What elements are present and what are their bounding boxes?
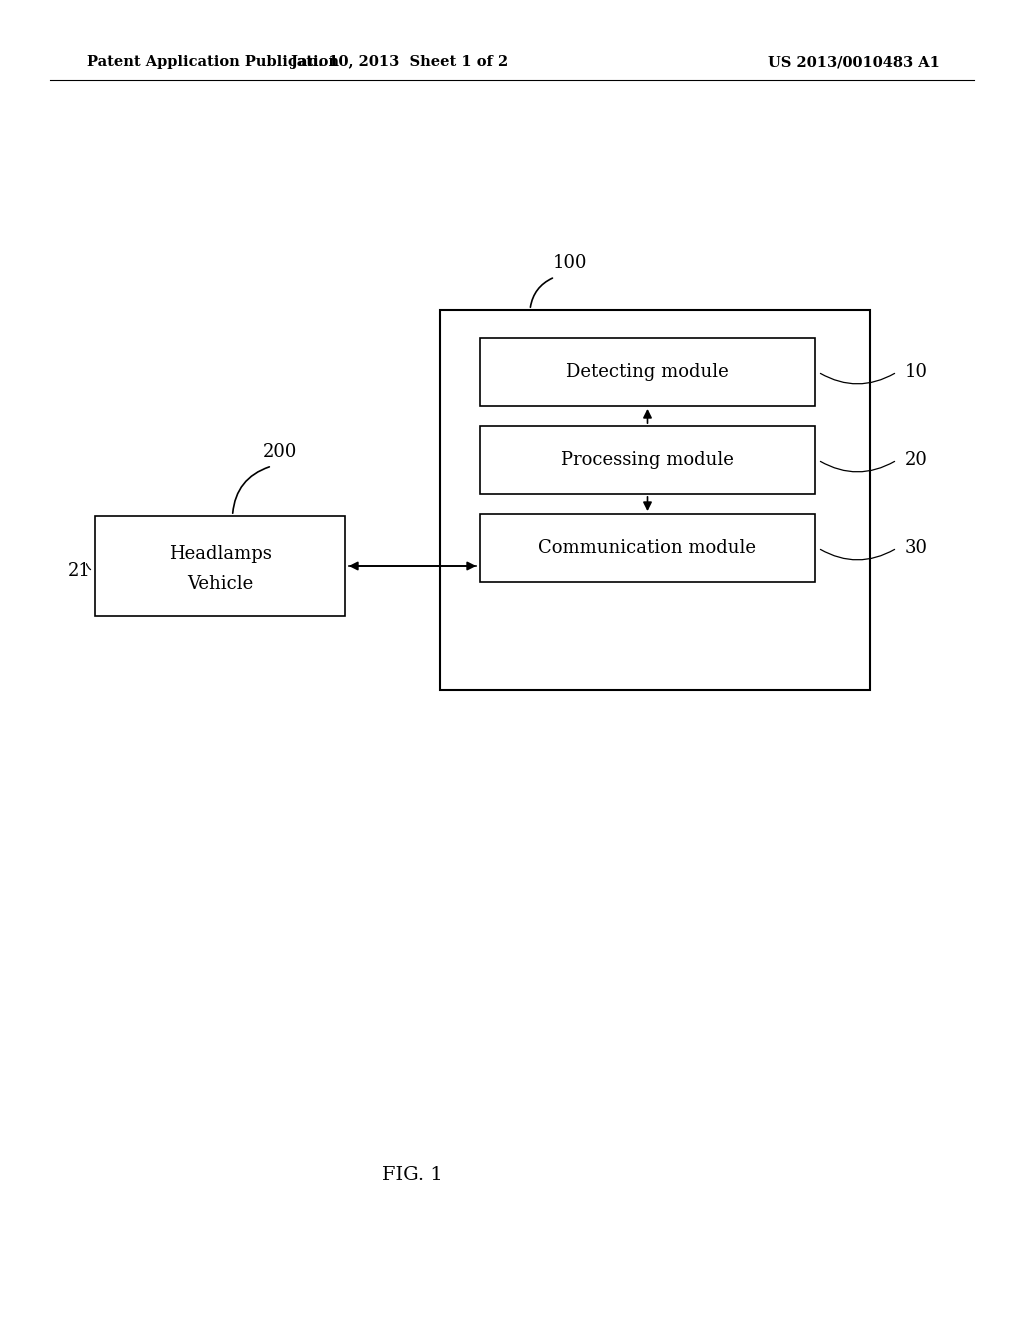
Bar [480, 426, 815, 494]
Bar [440, 310, 870, 690]
Text: Processing module: Processing module [561, 451, 734, 469]
Text: 200: 200 [263, 444, 297, 461]
Text: Jan. 10, 2013  Sheet 1 of 2: Jan. 10, 2013 Sheet 1 of 2 [292, 55, 509, 69]
Text: Detecting module: Detecting module [566, 363, 729, 381]
Text: US 2013/0010483 A1: US 2013/0010483 A1 [768, 55, 940, 69]
Text: FIG. 1: FIG. 1 [382, 1166, 442, 1184]
Bar [95, 516, 345, 616]
Bar [480, 338, 815, 407]
Text: Communication module: Communication module [539, 539, 757, 557]
Bar [480, 513, 815, 582]
Text: Patent Application Publication: Patent Application Publication [87, 55, 339, 69]
Text: 21: 21 [68, 562, 91, 579]
Text: 100: 100 [553, 253, 587, 272]
Text: 10: 10 [905, 363, 928, 381]
Text: 20: 20 [905, 451, 928, 469]
Text: Headlamps: Headlamps [169, 545, 271, 564]
Text: 30: 30 [905, 539, 928, 557]
Text: Vehicle: Vehicle [186, 576, 253, 593]
